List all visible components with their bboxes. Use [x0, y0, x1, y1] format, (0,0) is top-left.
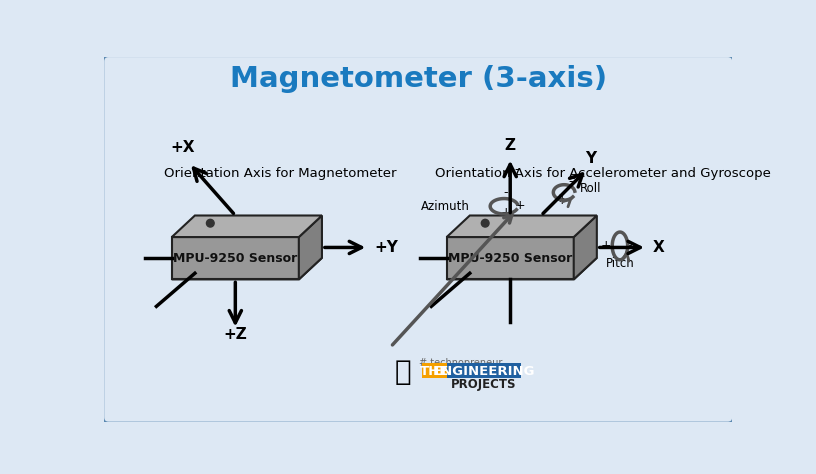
Text: +Y: +Y — [375, 240, 398, 255]
Text: Orientation Axis for Accelerometer and Gyroscope: Orientation Axis for Accelerometer and G… — [435, 167, 771, 180]
Text: +: + — [515, 200, 526, 212]
Text: +: + — [500, 206, 511, 219]
Text: +X: +X — [171, 140, 195, 155]
Polygon shape — [446, 237, 574, 279]
Circle shape — [481, 219, 489, 227]
Text: ENGINEERING: ENGINEERING — [432, 365, 535, 377]
Text: -: - — [570, 173, 574, 185]
Bar — [422, 364, 447, 378]
Polygon shape — [446, 258, 596, 279]
Text: 🤖: 🤖 — [394, 358, 411, 386]
Polygon shape — [574, 216, 596, 279]
Polygon shape — [446, 216, 596, 237]
Text: MPU-9250 Sensor: MPU-9250 Sensor — [173, 252, 298, 265]
Text: Y: Y — [586, 151, 596, 166]
Circle shape — [206, 219, 214, 227]
Text: +: + — [555, 191, 565, 205]
Text: Pitch: Pitch — [605, 257, 634, 271]
Polygon shape — [172, 237, 299, 279]
Text: -: - — [503, 186, 508, 199]
Text: -: - — [568, 175, 573, 188]
Text: -: - — [627, 239, 632, 252]
Text: PROJECTS: PROJECTS — [451, 378, 517, 392]
Text: THE: THE — [419, 365, 449, 377]
Polygon shape — [172, 216, 322, 237]
Text: Orientation Axis for Magnetometer: Orientation Axis for Magnetometer — [164, 167, 397, 180]
Text: +: + — [601, 239, 611, 252]
Text: +: + — [557, 194, 567, 207]
Text: Azimuth: Azimuth — [420, 200, 469, 213]
Bar — [447, 364, 521, 378]
Text: MPU-9250 Sensor: MPU-9250 Sensor — [448, 252, 572, 265]
Text: # technopreneur: # technopreneur — [419, 357, 502, 367]
Text: +Z: +Z — [224, 327, 247, 342]
FancyBboxPatch shape — [103, 55, 734, 423]
Polygon shape — [299, 216, 322, 279]
Text: Magnetometer (3-axis): Magnetometer (3-axis) — [229, 65, 607, 93]
Text: X: X — [653, 240, 665, 255]
Text: Roll: Roll — [579, 182, 601, 195]
Text: -: - — [515, 163, 519, 176]
Polygon shape — [172, 258, 322, 279]
Text: Z: Z — [505, 138, 516, 153]
